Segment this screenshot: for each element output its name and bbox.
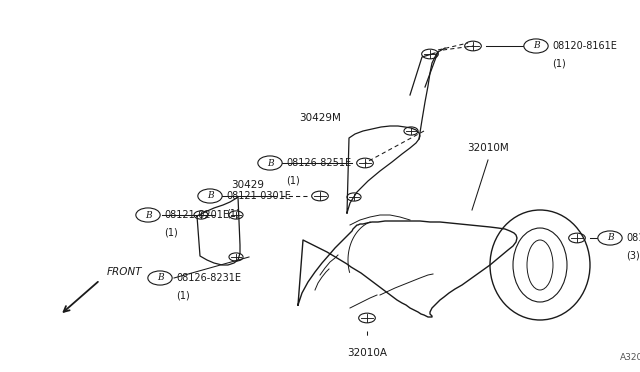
Text: 08121-0301E: 08121-0301E bbox=[226, 191, 291, 201]
Text: B: B bbox=[207, 192, 213, 201]
Text: FRONT: FRONT bbox=[107, 267, 143, 277]
Text: B: B bbox=[157, 273, 163, 282]
Text: 08121-0701F: 08121-0701F bbox=[626, 233, 640, 243]
Text: (1): (1) bbox=[226, 209, 240, 219]
Text: 08126-8251E: 08126-8251E bbox=[286, 158, 351, 168]
Circle shape bbox=[148, 271, 172, 285]
Text: (1): (1) bbox=[286, 176, 300, 186]
Text: (1): (1) bbox=[164, 228, 178, 238]
Text: B: B bbox=[145, 211, 151, 219]
Text: A320-10.6: A320-10.6 bbox=[620, 353, 640, 362]
Text: B: B bbox=[267, 158, 273, 167]
Circle shape bbox=[136, 208, 160, 222]
Text: 08120-8161E: 08120-8161E bbox=[552, 41, 617, 51]
Text: 32010A: 32010A bbox=[347, 348, 387, 358]
Text: (3): (3) bbox=[626, 251, 640, 261]
Text: B: B bbox=[532, 42, 540, 51]
Circle shape bbox=[598, 231, 622, 245]
Text: (1): (1) bbox=[552, 59, 566, 69]
Text: 08121-0201E: 08121-0201E bbox=[164, 210, 229, 220]
Text: 30429: 30429 bbox=[232, 180, 264, 190]
Text: B: B bbox=[607, 234, 613, 243]
Text: 32010M: 32010M bbox=[467, 143, 509, 153]
Text: (1): (1) bbox=[176, 291, 189, 301]
Circle shape bbox=[524, 39, 548, 53]
Text: 30429M: 30429M bbox=[299, 113, 341, 123]
Text: 08126-8231E: 08126-8231E bbox=[176, 273, 241, 283]
Circle shape bbox=[198, 189, 222, 203]
Circle shape bbox=[258, 156, 282, 170]
